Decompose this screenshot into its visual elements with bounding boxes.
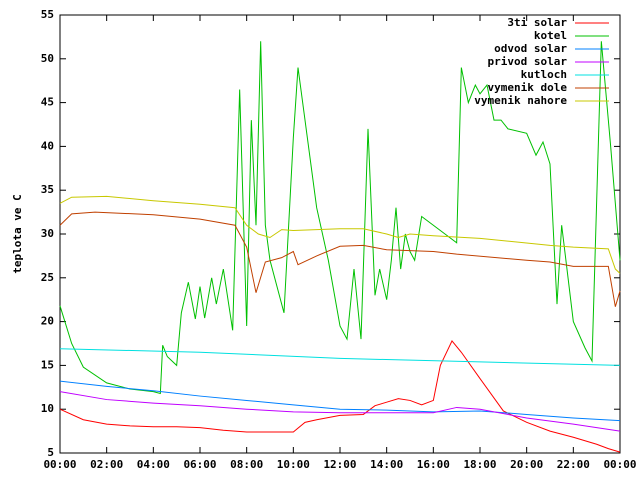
x-tick-label: 08:00: [230, 458, 263, 471]
series-line: [59, 339, 621, 453]
x-tick-label: 06:00: [183, 458, 216, 471]
y-tick-label: 10: [41, 402, 54, 415]
series-line: [59, 380, 621, 422]
legend-label: 3ti solar: [507, 16, 567, 29]
legend-label: vymenik nahore: [474, 94, 567, 107]
x-tick-label: 16:00: [417, 458, 450, 471]
x-tick-label: 00:00: [43, 458, 76, 471]
series-line: [59, 211, 621, 307]
y-tick-label: 50: [41, 52, 54, 65]
legend-label: privod solar: [488, 55, 568, 68]
series-line: [59, 41, 621, 395]
y-tick-label: 15: [41, 358, 54, 371]
legend-label: kotel: [534, 29, 567, 42]
x-tick-label: 02:00: [90, 458, 123, 471]
legend-label: odvod solar: [494, 42, 567, 55]
x-tick-label: 00:00: [603, 458, 636, 471]
y-tick-label: 45: [41, 96, 54, 109]
series-line: [59, 348, 621, 366]
x-tick-label: 22:00: [557, 458, 590, 471]
y-tick-label: 40: [41, 139, 54, 152]
plot-frame: [59, 14, 621, 454]
y-tick-label: 55: [41, 8, 54, 21]
x-tick-label: 04:00: [137, 458, 170, 471]
series-line: [59, 195, 621, 274]
y-tick-label: 5: [47, 446, 54, 459]
y-tick-label: 25: [41, 271, 54, 284]
legend-label: kutloch: [521, 68, 567, 81]
x-tick-label: 14:00: [370, 458, 403, 471]
y-axis-label: teplota ve C: [11, 194, 24, 273]
y-tick-label: 35: [41, 183, 54, 196]
x-tick-label: 18:00: [463, 458, 496, 471]
legend-label: vymenik dole: [488, 81, 568, 94]
y-tick-label: 30: [41, 227, 54, 240]
series-line: [59, 391, 621, 432]
y-tick-label: 20: [41, 315, 54, 328]
x-tick-label: 12:00: [323, 458, 356, 471]
x-tick-label: 10:00: [277, 458, 310, 471]
x-tick-label: 20:00: [510, 458, 543, 471]
